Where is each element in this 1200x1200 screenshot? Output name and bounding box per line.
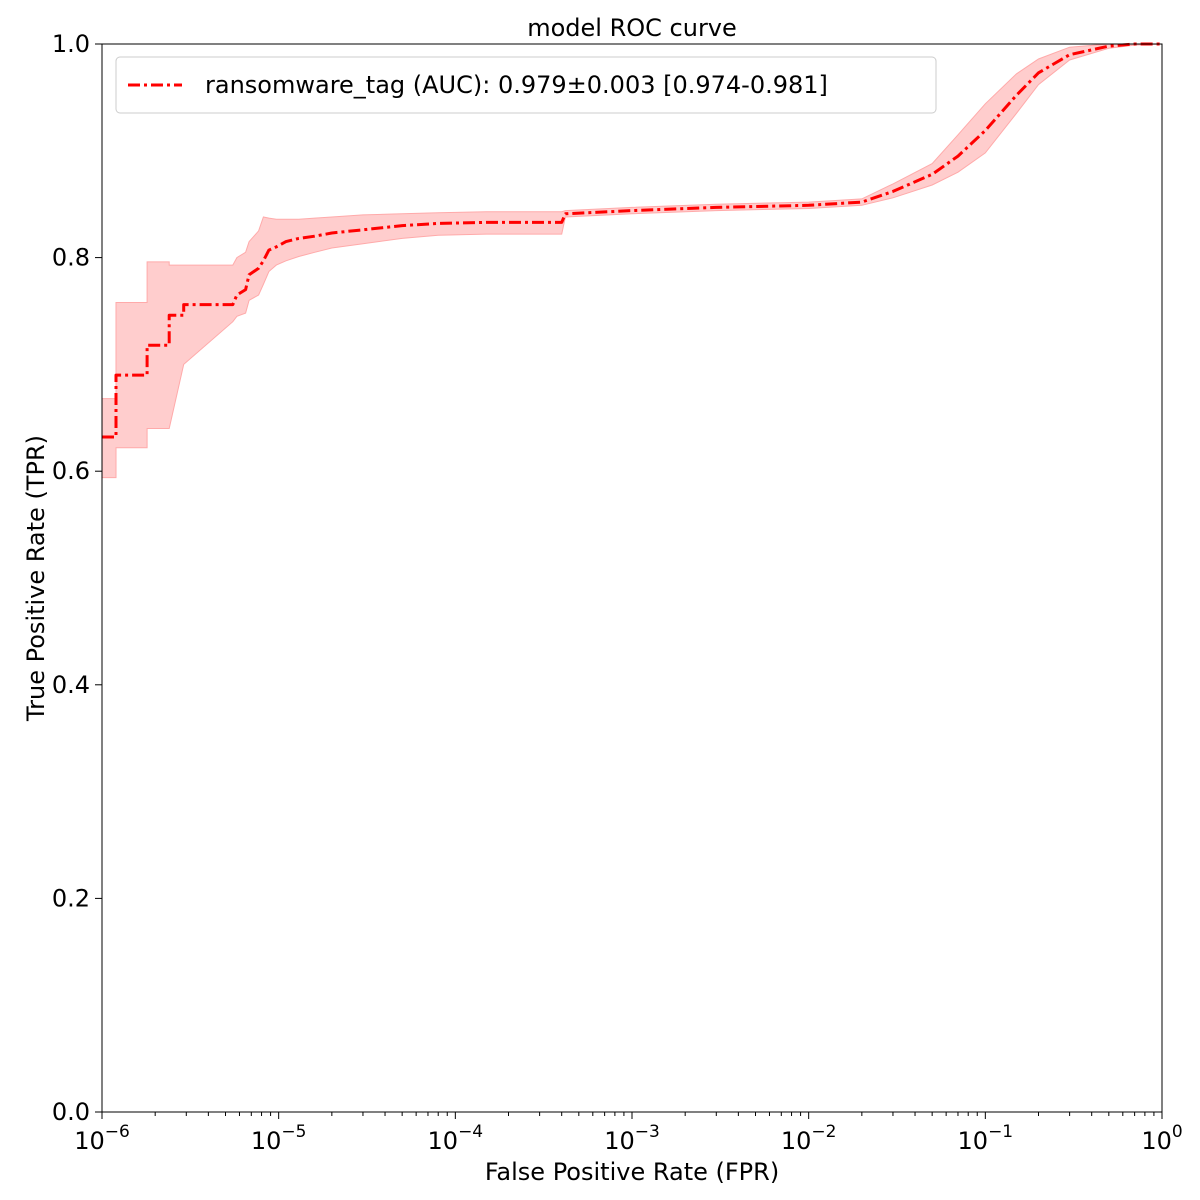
data-point [248, 273, 251, 276]
data-point [275, 245, 278, 248]
data-point [146, 374, 149, 377]
data-point [362, 228, 365, 231]
data-point [285, 240, 288, 243]
data-point [235, 294, 238, 297]
data-point [437, 222, 440, 225]
x-tick-label: 10−5 [251, 1122, 307, 1155]
y-tick-label: 0.2 [52, 884, 90, 912]
data-point [715, 206, 718, 209]
ticks-layer: 0.0 0.2 0.4 0.6 0.8 1.0 10−6 10−5 10−4 10−3 10−2 10… [52, 30, 1183, 1155]
data-point [931, 173, 934, 176]
plot-frame [101, 43, 1163, 1113]
data-point [401, 224, 404, 227]
data-point [1068, 53, 1071, 56]
data-point [330, 232, 333, 235]
data-point [860, 201, 863, 204]
y-axis-label: True Positive Rate (TPR) [22, 435, 50, 722]
legend-label: ransomware_tag (AUC): 0.979±0.003 [0.974… [205, 71, 828, 99]
y-tick-label: 1.0 [52, 30, 90, 58]
data-point [267, 249, 270, 252]
data-point [807, 204, 810, 207]
x-tick-label: 10−3 [604, 1122, 660, 1155]
data-point [1015, 94, 1018, 97]
chart-title: model ROC curve [527, 14, 737, 42]
data-point [168, 344, 171, 347]
x-tick-label: 10−2 [781, 1122, 837, 1155]
data-point [115, 436, 118, 439]
legend-box [115, 56, 937, 114]
x-tick-label: 10−1 [958, 1122, 1014, 1155]
data-point [182, 303, 185, 306]
x-axis-label: False Positive Rate (FPR) [485, 1158, 779, 1186]
data-point [146, 344, 149, 347]
data-point [297, 237, 300, 240]
data-point [257, 267, 260, 270]
data-point [1037, 71, 1040, 74]
y-tick-label: 0.6 [52, 457, 90, 485]
data-point [538, 221, 541, 224]
data-point [168, 314, 171, 317]
data-point [560, 221, 563, 224]
x-tick-label: 10−4 [428, 1122, 484, 1155]
data-point [244, 288, 247, 291]
x-tick-label: 100 [1141, 1122, 1182, 1155]
data-point [1107, 45, 1110, 48]
x-tick-label: 10−6 [74, 1122, 130, 1155]
data-point [631, 209, 634, 212]
series-line-0 [102, 42, 1162, 439]
series-line-layer [102, 42, 1162, 439]
y-tick-label: 0.4 [52, 671, 90, 699]
y-tick-label: 0.8 [52, 244, 90, 272]
data-point [957, 155, 960, 158]
data-point [984, 129, 987, 132]
data-point [564, 212, 567, 215]
data-point [313, 235, 316, 238]
data-point [115, 374, 118, 377]
data-point [262, 259, 265, 262]
legend: ransomware_tag (AUC): 0.979±0.003 [0.974… [115, 56, 937, 114]
data-point [892, 190, 895, 193]
data-point [485, 221, 488, 224]
data-point [231, 303, 234, 306]
data-point [182, 314, 185, 317]
y-tick-label: 0.0 [52, 1098, 90, 1126]
